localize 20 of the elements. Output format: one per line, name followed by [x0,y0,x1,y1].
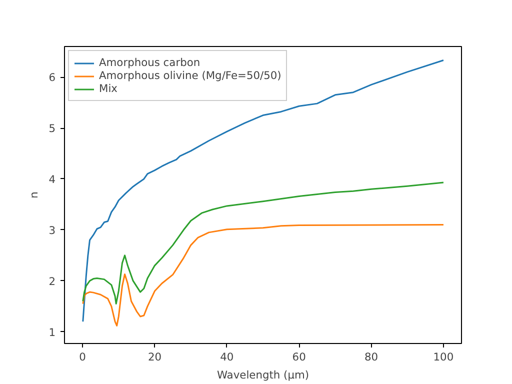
legend-label: Mix [99,82,118,95]
y-tick-label: 1 [48,326,56,339]
legend-label: Amorphous carbon [99,56,200,69]
line-series [82,224,444,326]
line-series [82,60,444,322]
line-series [82,182,444,305]
y-tick-label: 3 [48,224,56,237]
y-tick-label: 5 [48,122,56,136]
x-tick-label: 40 [220,350,234,364]
x-axis-title: Wavelength (µm) [216,368,310,382]
y-tick-label: 4 [48,172,56,186]
legend-label: Amorphous olivine (Mg/Fe=50/50) [99,69,282,82]
y-tick-label: 6 [48,71,56,84]
y-tick-label: 2 [48,274,56,288]
x-tick-label: 100 [433,350,454,364]
y-axis-title: n [28,192,41,198]
x-tick-label: 60 [292,350,306,364]
x-tick-label: 80 [364,350,378,364]
x-tick-label: 0 [79,350,86,364]
x-tick-label: 20 [148,350,162,364]
